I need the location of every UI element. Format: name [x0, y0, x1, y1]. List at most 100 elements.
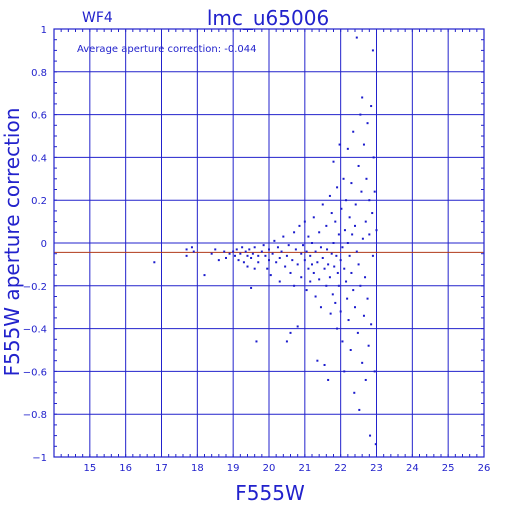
data-point: [347, 319, 350, 322]
y-tick-labels: −1 −0.8 −0.6 −0.4 −0.2 0 0.2 0.4 0.6 0.8 1: [23, 25, 47, 464]
data-point: [153, 261, 156, 264]
data-point: [349, 349, 352, 351]
y-tick-label: −0.8: [23, 410, 47, 421]
data-point: [273, 239, 276, 242]
data-point: [366, 297, 369, 300]
data-point: [289, 331, 292, 334]
data-point: [260, 250, 263, 253]
data-point: [293, 231, 296, 234]
data-point: [305, 289, 308, 292]
data-point: [285, 340, 288, 343]
data-point: [359, 113, 362, 116]
data-point: [303, 259, 306, 262]
data-point: [296, 263, 299, 266]
data-point: [360, 190, 363, 193]
grid-lines: [53, 28, 485, 458]
data-point: [372, 156, 375, 159]
data-point: [371, 49, 374, 52]
data-point: [280, 250, 283, 253]
data-point: [333, 265, 336, 268]
data-point: [343, 370, 346, 373]
x-tick-label: 26: [478, 463, 491, 474]
data-point: [361, 361, 364, 364]
data-point: [255, 340, 258, 343]
data-point: [309, 280, 312, 283]
data-point: [241, 246, 244, 249]
data-point: [329, 312, 332, 315]
data-point: [366, 122, 369, 125]
data-point: [359, 284, 362, 287]
x-tick-label: 18: [191, 463, 204, 474]
data-point: [371, 254, 374, 257]
x-tick-label: 17: [155, 463, 168, 474]
data-point: [336, 186, 339, 189]
data-point: [371, 212, 374, 215]
data-point: [370, 323, 373, 326]
data-point: [314, 295, 317, 298]
data-point: [356, 331, 359, 334]
data-point: [248, 248, 251, 251]
data-point: [331, 293, 334, 296]
data-point: [338, 143, 341, 146]
y-tick-label: 0.4: [31, 153, 47, 164]
x-tick-label: 21: [298, 463, 311, 474]
data-point: [305, 250, 308, 253]
data-point: [257, 254, 260, 257]
data-point: [357, 263, 360, 266]
data-point: [369, 434, 372, 437]
data-point: [367, 344, 370, 347]
data-point: [325, 284, 328, 287]
data-point: [362, 143, 365, 146]
data-point: [327, 263, 330, 266]
data-point: [268, 259, 270, 262]
data-point: [318, 278, 321, 281]
data-point: [282, 235, 285, 238]
data-point: [334, 301, 337, 304]
data-point: [323, 267, 326, 270]
data-point: [246, 265, 249, 268]
data-point: [293, 284, 296, 287]
data-point: [325, 224, 328, 227]
data-point: [269, 274, 272, 277]
data-point: [374, 443, 377, 446]
data-point: [352, 289, 355, 292]
data-point: [368, 233, 371, 236]
data-point: [190, 246, 193, 249]
data-point: [309, 254, 312, 257]
y-tick-label: 1: [41, 25, 47, 36]
data-point: [285, 254, 288, 257]
x-tick-label: 22: [334, 463, 347, 474]
data-point: [289, 271, 292, 274]
data-point: [327, 378, 330, 381]
y-tick-label: 0.2: [31, 196, 47, 207]
data-point: [185, 248, 188, 251]
x-tick-label: 19: [227, 463, 240, 474]
data-point: [307, 235, 310, 238]
y-tick-label: −0.2: [23, 282, 47, 293]
data-point: [312, 216, 315, 219]
data-point: [217, 259, 220, 262]
plot-frame: [53, 28, 485, 458]
y-axis-label: F555W aperture correction: [0, 108, 24, 377]
data-point: [311, 242, 313, 244]
data-point: [235, 248, 238, 251]
data-point: [373, 190, 376, 193]
data-point: [251, 252, 254, 255]
data-point: [276, 246, 279, 249]
data-point: [203, 274, 206, 277]
data-point: [355, 36, 358, 39]
data-point: [345, 280, 348, 283]
data-point: [302, 244, 305, 247]
data-point: [233, 254, 236, 257]
data-point: [262, 244, 265, 247]
data-point: [345, 199, 348, 202]
data-point: [318, 231, 321, 234]
data-point: [296, 325, 299, 328]
data-point: [354, 203, 357, 206]
data-point: [268, 248, 270, 251]
y-tick-label: 0: [41, 239, 47, 250]
data-point: [314, 250, 317, 253]
data-point: [246, 254, 249, 257]
